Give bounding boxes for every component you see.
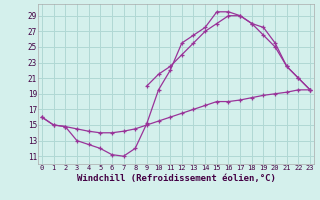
X-axis label: Windchill (Refroidissement éolien,°C): Windchill (Refroidissement éolien,°C) — [76, 174, 276, 183]
